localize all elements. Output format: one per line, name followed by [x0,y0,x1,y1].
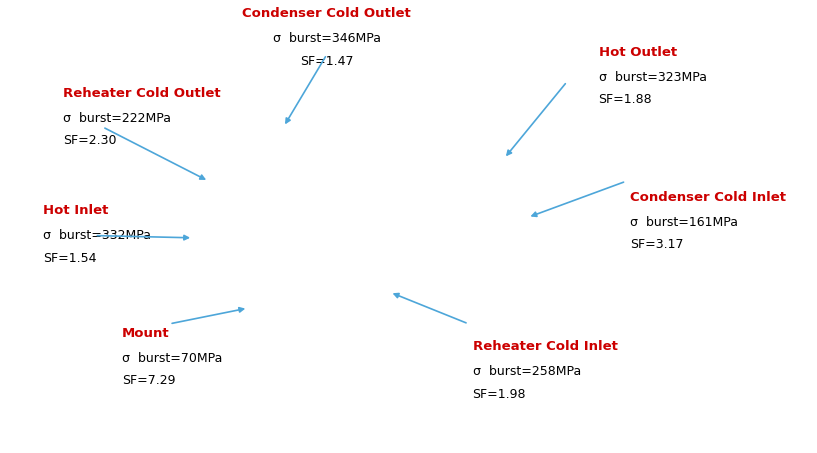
Text: Hot Outlet: Hot Outlet [599,46,676,59]
Text: σ  burst=161MPa: σ burst=161MPa [630,216,738,229]
Text: σ  burst=70MPa: σ burst=70MPa [122,352,222,365]
Text: SF=1.47: SF=1.47 [300,55,354,68]
Text: SF=7.29: SF=7.29 [122,374,176,387]
Text: SF=1.98: SF=1.98 [472,388,526,401]
Text: σ  burst=346MPa: σ burst=346MPa [273,32,381,45]
Text: σ  burst=332MPa: σ burst=332MPa [43,229,151,242]
Text: Condenser Cold Outlet: Condenser Cold Outlet [243,7,411,20]
Text: Condenser Cold Inlet: Condenser Cold Inlet [630,191,786,204]
Text: Mount: Mount [122,327,170,340]
Text: Reheater Cold Outlet: Reheater Cold Outlet [63,87,221,100]
Text: Reheater Cold Inlet: Reheater Cold Inlet [472,340,618,353]
Text: SF=1.88: SF=1.88 [599,93,652,106]
Text: SF=1.54: SF=1.54 [43,252,97,265]
Text: SF=2.30: SF=2.30 [63,134,117,147]
Text: SF=3.17: SF=3.17 [630,238,684,251]
Text: σ  burst=258MPa: σ burst=258MPa [472,365,581,378]
Text: Hot Inlet: Hot Inlet [43,204,109,217]
Text: σ  burst=222MPa: σ burst=222MPa [63,111,171,125]
Text: σ  burst=323MPa: σ burst=323MPa [599,71,707,84]
